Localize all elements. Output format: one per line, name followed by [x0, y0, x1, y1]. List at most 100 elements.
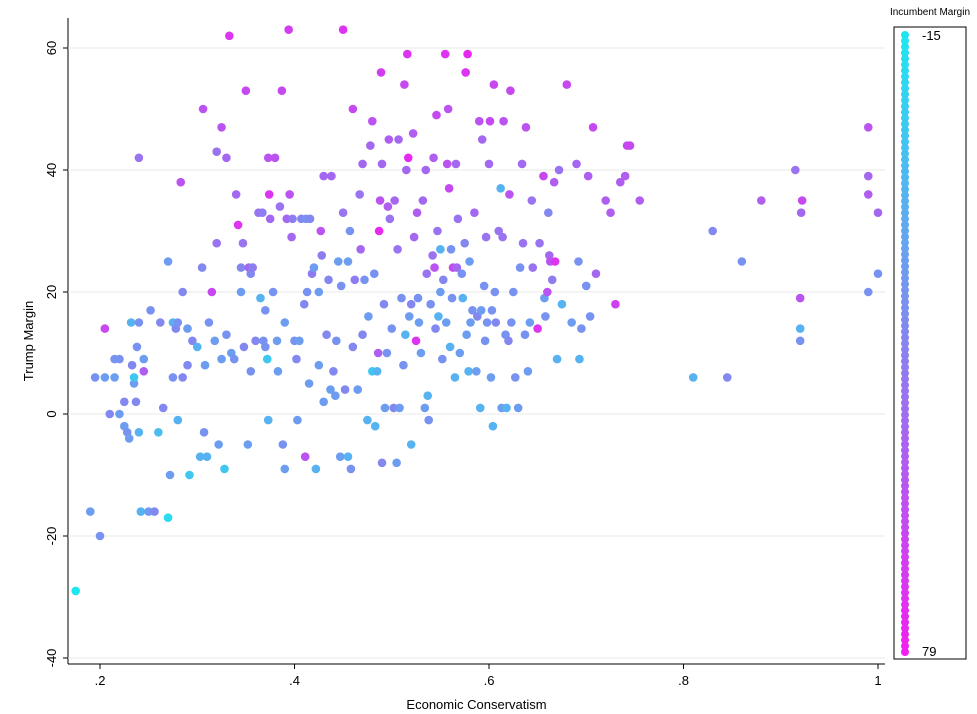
data-point [305, 214, 315, 224]
data-point [336, 281, 346, 291]
data-point [489, 80, 499, 89]
data-point [797, 196, 807, 205]
data-point [438, 275, 448, 285]
data-point [505, 190, 514, 199]
data-point [411, 336, 421, 346]
data-point [202, 452, 212, 462]
data-point [293, 415, 302, 425]
legend-swatch [901, 547, 909, 556]
data-point [311, 464, 321, 474]
data-point [217, 354, 226, 364]
data-point [395, 403, 404, 413]
legend-swatch [901, 119, 909, 128]
legend-swatch [901, 594, 909, 603]
data-point [268, 287, 278, 297]
data-point [360, 275, 369, 285]
data-point [796, 208, 806, 217]
data-point [488, 421, 498, 431]
legend-swatch [901, 529, 909, 538]
data-point [635, 196, 645, 205]
legend-swatch [901, 570, 909, 579]
data-point [178, 373, 187, 382]
color-legend: Incumbent Margin -15 79 [890, 7, 970, 660]
legend-swatch [901, 422, 909, 431]
data-point [377, 159, 387, 169]
data-point [333, 257, 343, 266]
data-point [327, 171, 336, 181]
data-point [110, 373, 119, 382]
data-point [509, 287, 518, 297]
data-point [441, 318, 451, 327]
data-point [229, 354, 239, 364]
data-point [433, 226, 442, 236]
legend-swatch [901, 286, 909, 295]
data-point [446, 245, 456, 254]
data-point [708, 226, 717, 236]
legend-swatch [901, 185, 909, 194]
legend-swatch [901, 292, 909, 301]
data-point [280, 464, 290, 474]
data-point [468, 306, 477, 315]
data-point [443, 104, 453, 114]
legend-swatch [901, 630, 909, 639]
data-point [241, 86, 251, 95]
data-point [231, 190, 241, 199]
data-point [554, 165, 564, 175]
legend-swatch [901, 636, 909, 645]
legend-swatch [901, 280, 909, 289]
data-point [504, 336, 513, 346]
data-point [263, 415, 273, 425]
legend-swatch [901, 191, 909, 200]
data-point [105, 409, 115, 419]
data-point [416, 348, 426, 358]
data-point [197, 263, 207, 272]
data-point [432, 110, 441, 120]
data-point [270, 153, 280, 163]
data-point [348, 342, 358, 352]
data-point [139, 367, 149, 376]
data-point [369, 269, 379, 279]
data-point [256, 293, 265, 303]
data-point [434, 312, 443, 321]
legend-swatch [901, 84, 909, 93]
legend-swatch [901, 297, 909, 306]
data-point [392, 458, 401, 468]
data-point [372, 367, 382, 376]
y-tick-label: 0 [44, 410, 59, 417]
legend-swatch [901, 392, 909, 401]
legend-swatch [901, 475, 909, 484]
legend-swatch [901, 208, 909, 217]
data-point [350, 275, 360, 285]
legend-swatch [901, 446, 909, 455]
legend-swatch [901, 345, 909, 354]
data-point [356, 245, 365, 254]
data-point [376, 68, 386, 77]
legend-swatch [901, 256, 909, 265]
data-point [251, 336, 260, 346]
data-point [314, 360, 324, 370]
data-point [423, 391, 433, 401]
data-point [458, 293, 468, 303]
data-point [131, 397, 141, 407]
legend-swatch [901, 624, 909, 633]
data-point [444, 184, 454, 193]
data-point [154, 428, 163, 437]
data-point [287, 232, 296, 242]
data-point [220, 464, 229, 474]
data-point [436, 245, 445, 254]
data-point [129, 373, 139, 382]
legend-swatch [901, 114, 909, 123]
legend-swatch [901, 642, 909, 651]
data-point [345, 226, 355, 236]
data-point [200, 360, 210, 370]
data-point [591, 269, 601, 279]
data-point [348, 104, 358, 114]
data-point [567, 318, 576, 327]
legend-swatch [901, 197, 909, 206]
data-point [480, 336, 490, 346]
data-point [262, 354, 272, 364]
data-point [506, 86, 515, 95]
data-point [485, 116, 495, 126]
data-point [335, 452, 345, 462]
data-point [309, 263, 319, 272]
